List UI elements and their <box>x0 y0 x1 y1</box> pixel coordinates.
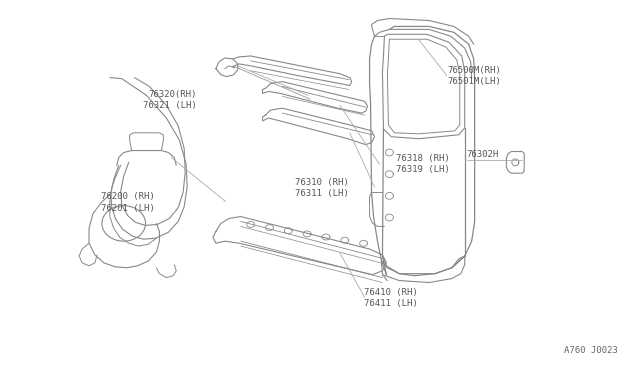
Text: 76302H: 76302H <box>466 150 498 159</box>
Text: 76410 (RH)
76411 (LH): 76410 (RH) 76411 (LH) <box>364 288 418 308</box>
Text: 76318 (RH)
76319 (LH): 76318 (RH) 76319 (LH) <box>396 154 450 174</box>
Text: 76310 (RH)
76311 (LH): 76310 (RH) 76311 (LH) <box>294 178 348 198</box>
Text: A760 J0023: A760 J0023 <box>564 346 618 355</box>
Text: 76500M(RH)
76501M(LH): 76500M(RH) 76501M(LH) <box>447 66 500 86</box>
Text: 76320(RH)
76321 (LH): 76320(RH) 76321 (LH) <box>143 90 196 110</box>
Text: 76200 (RH)
76201 (LH): 76200 (RH) 76201 (LH) <box>101 192 155 212</box>
